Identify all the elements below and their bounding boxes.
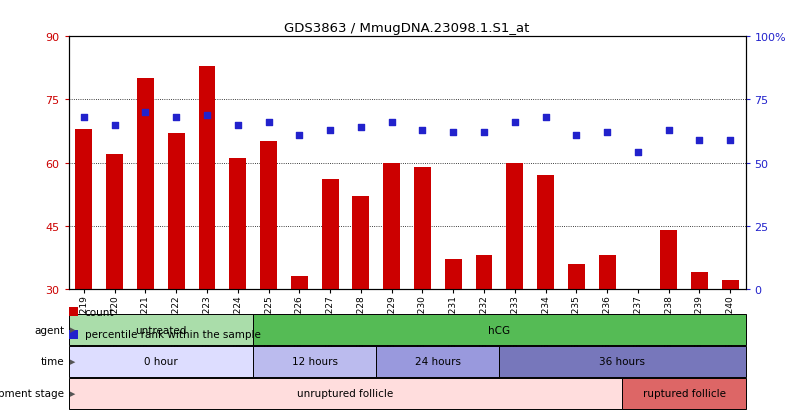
Point — [385, 119, 398, 126]
Text: ▶: ▶ — [70, 358, 76, 365]
Bar — [137, 79, 154, 289]
Bar — [76, 130, 93, 289]
Bar — [322, 180, 339, 289]
Bar — [537, 176, 554, 289]
Bar — [383, 163, 400, 289]
Point — [416, 127, 429, 134]
Bar — [69, 378, 622, 409]
Text: count: count — [85, 307, 114, 317]
Text: agent: agent — [35, 325, 64, 335]
Point — [262, 119, 275, 126]
Bar — [568, 264, 585, 289]
Point — [477, 130, 490, 136]
Text: 36 hours: 36 hours — [600, 356, 646, 367]
Bar — [291, 277, 308, 289]
Point — [77, 114, 90, 121]
Point — [509, 119, 521, 126]
Bar — [253, 346, 376, 377]
Bar — [69, 314, 253, 345]
Bar — [106, 155, 123, 289]
Text: untreated: untreated — [135, 325, 186, 335]
Bar — [599, 256, 616, 289]
Bar — [69, 346, 253, 377]
Bar — [660, 230, 677, 289]
Bar — [691, 272, 708, 289]
Bar — [414, 167, 431, 289]
Text: ▶: ▶ — [70, 327, 76, 333]
Bar — [198, 66, 215, 289]
Point — [170, 114, 183, 121]
Bar — [476, 256, 492, 289]
Bar — [253, 314, 746, 345]
Text: development stage: development stage — [0, 388, 64, 399]
Point — [201, 112, 214, 119]
Bar — [230, 159, 247, 289]
Bar — [721, 281, 738, 289]
Point — [139, 109, 152, 116]
Text: ruptured follicle: ruptured follicle — [642, 388, 725, 399]
Point — [293, 132, 305, 139]
Point — [693, 137, 706, 144]
Point — [324, 127, 337, 134]
Bar — [500, 346, 746, 377]
Point — [108, 122, 121, 128]
Point — [570, 132, 583, 139]
Bar — [506, 163, 523, 289]
Text: time: time — [41, 356, 64, 367]
Text: 12 hours: 12 hours — [292, 356, 338, 367]
Text: hCG: hCG — [488, 325, 510, 335]
Bar — [376, 346, 500, 377]
Point — [631, 150, 644, 157]
Text: 24 hours: 24 hours — [415, 356, 461, 367]
Point — [600, 130, 613, 136]
Text: 0 hour: 0 hour — [144, 356, 177, 367]
Bar — [445, 260, 462, 289]
Text: unruptured follicle: unruptured follicle — [297, 388, 393, 399]
Point — [663, 127, 675, 134]
Bar — [260, 142, 277, 289]
Text: percentile rank within the sample: percentile rank within the sample — [85, 330, 260, 339]
Point — [231, 122, 244, 128]
Text: ▶: ▶ — [70, 390, 76, 396]
Bar — [629, 289, 646, 398]
Point — [447, 130, 459, 136]
Point — [724, 137, 737, 144]
Bar — [352, 197, 369, 289]
Point — [539, 114, 552, 121]
Title: GDS3863 / MmugDNA.23098.1.S1_at: GDS3863 / MmugDNA.23098.1.S1_at — [285, 21, 530, 35]
Bar — [622, 378, 746, 409]
Point — [355, 125, 368, 131]
Bar — [168, 134, 185, 289]
